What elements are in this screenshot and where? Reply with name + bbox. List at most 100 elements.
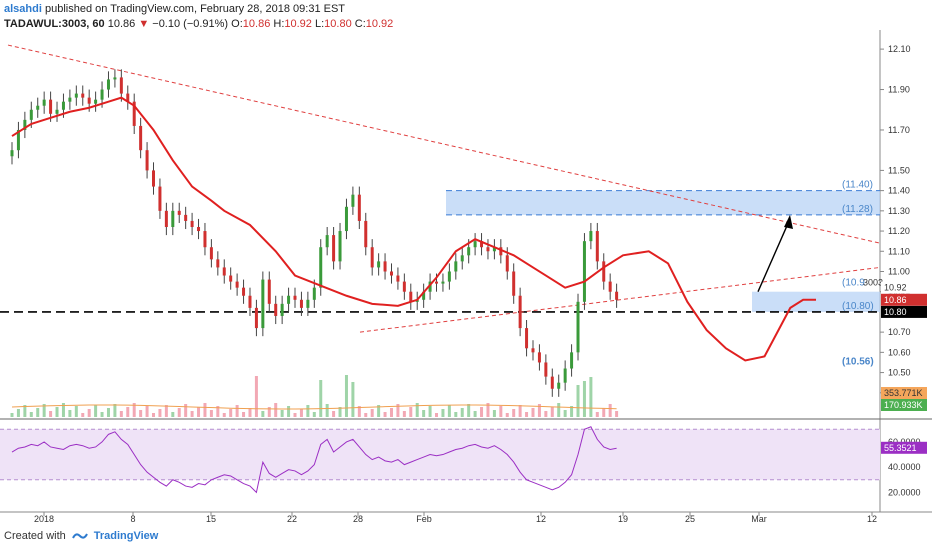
volume-bar [312,412,316,417]
price-tag-bg [881,281,927,294]
volume-bar [29,412,33,417]
candle-body [544,362,548,377]
volume-bar [544,411,548,417]
rsi-line [11,426,617,494]
candle-body [293,295,297,300]
author-link[interactable]: alsahdi [4,3,42,15]
volume-bar [460,408,464,417]
price-tag-label: 170.933K [884,400,923,410]
volume-bar [248,408,252,417]
volume-bar [216,406,220,417]
volume-bar [203,403,207,417]
volume-bar [422,410,426,417]
time-tick-label: 25 [685,514,695,524]
volume-bar [402,411,406,417]
candle-body [190,220,194,228]
price-tick-label: 12.10 [888,44,911,54]
volume-bar [332,411,336,417]
candle-body [505,255,509,272]
ascending-trendline [359,266,881,333]
volume-bar [435,413,439,417]
volume-bar [525,412,529,417]
candle-body [357,194,361,221]
volume-bar [190,411,194,417]
price-tick-label: 10.70 [888,327,911,337]
candle-body [68,97,72,102]
low-label: L: [314,18,325,30]
volume-bar [87,409,91,417]
candle-body [287,295,291,304]
volume-bar [589,377,593,417]
candle-body [164,210,168,228]
high-label: H: [273,18,285,30]
volume-bar [94,405,98,417]
candle-body [87,97,91,104]
candle-body [518,295,522,329]
ema-line [11,96,816,362]
volume-bar [68,410,72,417]
price-tick-label: 10.60 [888,347,911,357]
price-tag-label: 353.771K [884,388,923,398]
volume-bar [113,404,117,417]
candle-body [396,275,400,282]
volume-bar [299,409,303,417]
time-tick-label: 15 [206,514,216,524]
candle-body [389,271,393,276]
high-value: 10.92 [284,18,312,30]
volume-bar [550,407,554,417]
price-tag-bg [881,293,927,306]
rsi-tick-label: 40.0000 [888,462,921,472]
time-tick-label: Mar [751,514,767,524]
price-tick-label: 11.70 [888,125,910,135]
volume-bar [531,408,535,417]
projection-arrow [757,218,791,292]
candle-body [42,99,46,106]
volume-bar [152,413,156,417]
chart-header: alsahdi published on TradingView.com, Fe… [4,2,393,32]
volume-bar [139,410,143,417]
price-tick-label: 11.90 [888,85,910,95]
candle-body [261,279,265,329]
volume-bar [177,408,181,417]
candle-body [428,281,432,292]
time-tick-label: 12 [867,514,877,524]
volume-bar [145,406,149,417]
candle-body [550,376,554,389]
price-tag-bg [881,387,927,399]
volume-bar [370,409,374,417]
volume-bar [615,411,619,417]
volume-bar [184,404,188,417]
candle-body [576,301,580,353]
rsi-band [0,429,880,480]
candle-body [55,109,59,114]
volume-bar [209,410,213,417]
candle-body [351,194,355,207]
candle-body [74,93,78,98]
volume-bar [267,407,271,417]
volume-bar [441,409,445,417]
support-zone [752,291,880,312]
volume-bar [608,404,612,417]
rsi-last-tag-label: 55.3521 [884,443,917,453]
volume-bar [563,410,567,417]
volume-bar [100,412,104,417]
candle-body [447,271,451,282]
candle-body [254,307,258,329]
volume-bar [42,404,46,417]
volume-bar [293,413,297,417]
candle-body [171,210,175,228]
close-value: 10.92 [365,18,394,30]
candle-body [325,235,329,248]
volume-bar [23,405,27,417]
volume-bar [505,413,509,417]
volume-bar [537,404,541,417]
candle-body [29,109,33,120]
volume-bar [319,380,323,417]
candle-body [94,99,98,104]
candle-body [338,231,342,262]
tradingview-brand[interactable]: TradingView [93,530,159,542]
candle-body [608,281,612,292]
volume-bar [351,382,355,417]
volume-bar [274,403,278,417]
